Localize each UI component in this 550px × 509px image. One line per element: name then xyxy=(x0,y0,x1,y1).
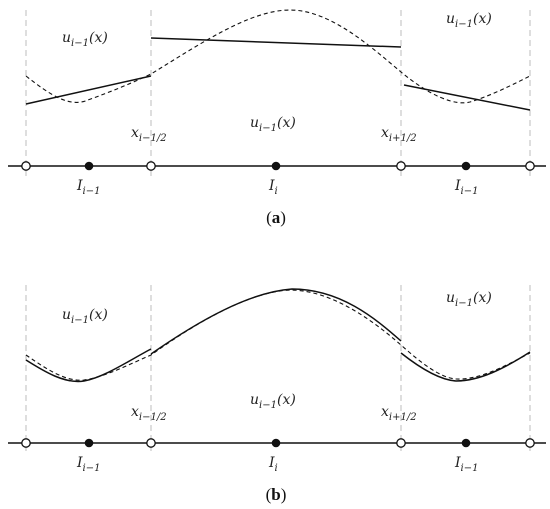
label-u-center: ui−1(x) xyxy=(250,115,296,134)
caption-a: (a) xyxy=(266,208,286,227)
panel-a: ui−1(x) ui−1(x) ui−1(x) xi−1/2 xi+1/2 Ii… xyxy=(8,9,546,227)
label-I-left: Ii−1 xyxy=(76,455,100,474)
reconstruction-center-cell xyxy=(150,37,402,48)
label-u-right: ui−1(x) xyxy=(446,290,492,309)
cell-center-node xyxy=(271,438,281,448)
label-u-center: ui−1(x) xyxy=(250,392,296,411)
panel-b: ui−1(x) ui−1(x) ui−1(x) xi−1/2 xi+1/2 Ii… xyxy=(8,285,546,504)
label-I-right: Ii−1 xyxy=(454,178,478,197)
exact-solution-curve xyxy=(25,9,531,104)
reconstruction-left-cell xyxy=(25,75,152,105)
label-x-left-interface: xi−1/2 xyxy=(131,404,167,423)
interface-node xyxy=(525,438,535,448)
label-x-right-interface: xi+1/2 xyxy=(381,125,417,144)
reconstruction-left-cell xyxy=(25,348,152,383)
cell-center-node xyxy=(461,438,471,448)
interface-node xyxy=(146,161,156,171)
interface-node xyxy=(21,438,31,448)
label-u-right: ui−1(x) xyxy=(446,11,492,30)
interface-node xyxy=(396,438,406,448)
label-I-left: Ii−1 xyxy=(76,178,100,197)
label-I-center: Ii xyxy=(268,178,278,197)
reconstruction-right-cell xyxy=(403,84,531,111)
reconstruction-center-cell xyxy=(150,288,402,355)
caption-b: (b) xyxy=(266,485,287,504)
label-x-left-interface: xi−1/2 xyxy=(131,125,167,144)
interface-node xyxy=(21,161,31,171)
cell-center-node xyxy=(84,438,94,448)
cell-center-node xyxy=(461,161,471,171)
label-u-left: ui−1(x) xyxy=(62,307,108,326)
label-I-right: Ii−1 xyxy=(454,455,478,474)
interface-node xyxy=(396,161,406,171)
reconstruction-right-cell xyxy=(400,351,531,382)
cell-center-node xyxy=(84,161,94,171)
exact-solution-curve xyxy=(25,289,531,381)
label-I-center: Ii xyxy=(268,455,278,474)
interface-node xyxy=(525,161,535,171)
label-u-left: ui−1(x) xyxy=(62,30,108,49)
interface-node xyxy=(146,438,156,448)
cell-center-node xyxy=(271,161,281,171)
label-x-right-interface: xi+1/2 xyxy=(381,404,417,423)
